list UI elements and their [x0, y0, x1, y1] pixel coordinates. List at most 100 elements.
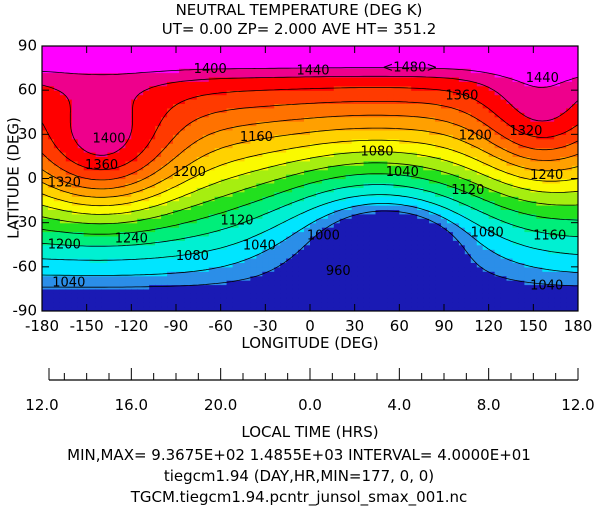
- contour-cell: [429, 68, 436, 74]
- contour-cell: [53, 125, 61, 131]
- contour-cell: [232, 213, 240, 219]
- contour-cell: [321, 288, 329, 294]
- contour-cell: [417, 218, 424, 224]
- contour-cell: [89, 187, 97, 193]
- contour-cell: [71, 231, 79, 237]
- contour-cell: [464, 253, 472, 259]
- contour-cell: [500, 116, 508, 122]
- contour-cell: [256, 258, 263, 263]
- contour-cell: [83, 178, 91, 184]
- contour-cell: [161, 116, 168, 122]
- contour-cell: [339, 72, 347, 78]
- contour-cell: [220, 182, 228, 188]
- contour-cell: [83, 271, 91, 277]
- contour-cell: [292, 235, 299, 241]
- contour-cell: [274, 196, 281, 202]
- contour-cell: [357, 54, 365, 60]
- contour-cell: [393, 284, 400, 290]
- contour-cell: [292, 191, 299, 197]
- contour-cell: [423, 182, 430, 188]
- contour-cell: [149, 302, 156, 308]
- contour-cell: [232, 284, 240, 290]
- contour-cell: [381, 266, 389, 272]
- contour-cell: [143, 235, 150, 241]
- contour-cell: [369, 266, 377, 272]
- contour-cell: [399, 253, 406, 259]
- contour-cell: [274, 156, 281, 162]
- contour-cell: [196, 156, 204, 162]
- contour-cell: [321, 240, 329, 246]
- contour-cell: [226, 280, 234, 286]
- contour-cell: [131, 63, 138, 69]
- contour-cell: [232, 147, 240, 153]
- contour-cell: [244, 231, 252, 237]
- contour-cell: [447, 218, 454, 224]
- contour-cell: [232, 59, 240, 65]
- contour-cell: [83, 200, 91, 206]
- contour-cell: [95, 143, 103, 149]
- contour-cell: [161, 121, 168, 127]
- contour-cell: [59, 191, 67, 197]
- contour-cell: [506, 165, 514, 171]
- contour-cell: [244, 288, 252, 294]
- contour-cell: [423, 103, 430, 109]
- contour-cell: [286, 235, 293, 241]
- contour-cell: [482, 231, 490, 237]
- contour-cell: [101, 147, 109, 153]
- contour-cell: [423, 227, 430, 233]
- contour-cell: [393, 302, 400, 308]
- contour-cell: [506, 63, 514, 69]
- contour-cell: [405, 258, 412, 263]
- contour-cell: [417, 121, 424, 127]
- contour-cell: [393, 121, 400, 127]
- contour-cell: [42, 306, 49, 311]
- contour-cell: [327, 160, 335, 166]
- contour-cell: [375, 116, 383, 122]
- contour-cell: [71, 288, 79, 294]
- contour-cell: [167, 147, 174, 153]
- contour-cell: [429, 218, 436, 224]
- contour-cell: [59, 46, 67, 51]
- contour-cell: [399, 107, 406, 113]
- contour-cell: [321, 302, 329, 308]
- contour-cell: [506, 129, 514, 135]
- contour-cell: [470, 227, 478, 233]
- contour-cell: [238, 271, 246, 277]
- contour-cell: [494, 240, 502, 246]
- contour-cell: [268, 240, 275, 246]
- contour-cell: [458, 94, 466, 100]
- contour-cell: [411, 165, 418, 171]
- contour-cell: [184, 129, 192, 135]
- contour-cell: [452, 266, 460, 272]
- contour-cell: [351, 209, 359, 215]
- contour-cell: [524, 266, 531, 272]
- contour-cell: [280, 293, 287, 299]
- contour-cell: [369, 156, 377, 162]
- contour-cell: [161, 72, 168, 78]
- contour-cell: [333, 59, 341, 65]
- contour-cell: [155, 240, 162, 246]
- contour-cell: [482, 169, 490, 175]
- contour-cell: [387, 244, 394, 250]
- contour-cell: [470, 253, 478, 259]
- contour-cell: [232, 68, 240, 74]
- contour-cell: [327, 165, 335, 171]
- contour-cell: [345, 76, 353, 82]
- contour-cell: [310, 266, 317, 272]
- contour-cell: [53, 54, 61, 60]
- contour-cell: [137, 275, 144, 281]
- contour-cell: [143, 103, 150, 109]
- contour-cell: [107, 152, 115, 157]
- contour-cell: [405, 266, 412, 272]
- contour-cell: [381, 187, 389, 193]
- contour-cell: [196, 266, 204, 272]
- contour-cell: [518, 297, 525, 303]
- contour-cell: [53, 200, 61, 206]
- contour-cell: [77, 240, 85, 246]
- contour-cell: [304, 174, 311, 180]
- contour-cell: [179, 205, 186, 210]
- contour-cell: [327, 280, 335, 286]
- contour-cell: [518, 165, 525, 171]
- contour-cell: [77, 187, 85, 193]
- contour-cell: [423, 54, 430, 60]
